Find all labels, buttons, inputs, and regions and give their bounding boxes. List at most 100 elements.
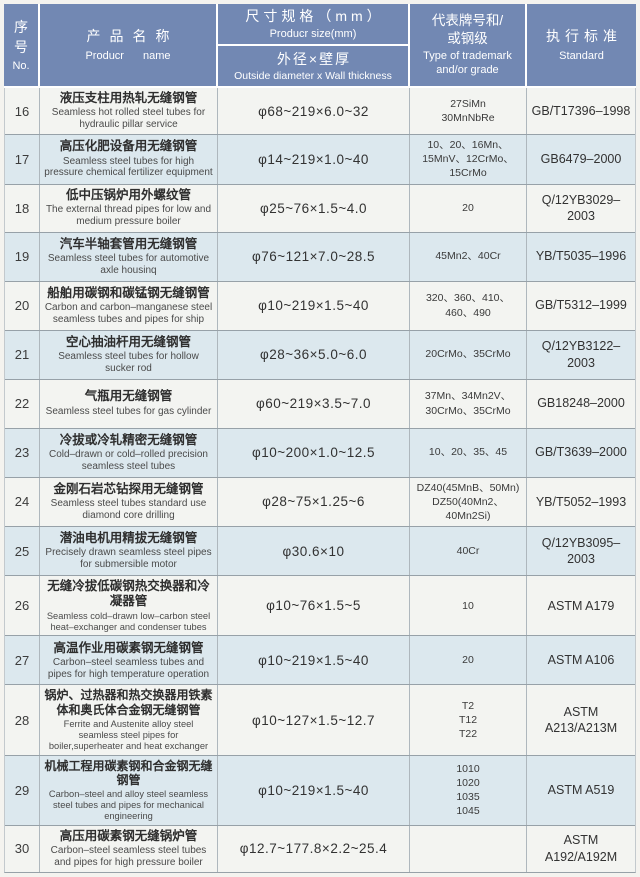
table-row: 30 高压用碳素钢无缝锅炉管 Carbon–steel seamless ste…: [5, 824, 635, 872]
grade-line: DZ40(45MnB、50Mn): [416, 481, 520, 494]
product-name-zh: 汽车半轴套管用无缝钢管: [59, 236, 198, 251]
standard-cell: ASTM A213/A213M: [544, 704, 618, 736]
product-name-zh: 高压化肥设备用无缝钢管: [59, 139, 198, 154]
grade-cell: 20CrMo、35CrMo: [410, 330, 527, 379]
product-name-cell: 空心抽油杆用无缝钢管 Seamless steel tubes for holl…: [40, 330, 218, 379]
table-row: 25 潜油电机用精拔无缝钢管 Precisely drawn seamless …: [5, 526, 635, 576]
grade-line: 30MnNbRe: [441, 112, 495, 124]
row-number: 22: [5, 379, 40, 428]
size-spec: φ30.6×10: [218, 527, 410, 576]
product-name-en: Seamless steel tubes for high pressure c…: [44, 155, 213, 179]
standard-cell: ASTM A106: [547, 653, 615, 668]
size-spec: φ12.7~177.8×2.2~25.4: [218, 825, 410, 872]
product-name-en: Seamless steel tubes for hollow sucker r…: [58, 350, 199, 374]
table-body: 16 液压支柱用热轧无缝钢管 Seamless hot rolled steel…: [4, 88, 636, 873]
product-name-cell: 机械工程用碳素钢和合金钢无缝钢管 Carbon–steel and alloy …: [40, 755, 218, 825]
standard-cell: YB/T5035–1996: [535, 249, 627, 264]
grade-line: 1035: [456, 791, 480, 804]
grade-line: 20CrMo、35CrMo: [425, 348, 511, 361]
row-number: 30: [5, 825, 40, 872]
product-name-en: Precisely drawn seamless steel pipes for…: [45, 547, 212, 571]
grade-line: 20: [462, 654, 474, 667]
row-number: 24: [5, 477, 40, 527]
grade-line: T12: [458, 713, 478, 726]
product-name-cell: 潜油电机用精拔无缝钢管 Precisely drawn seamless ste…: [40, 527, 218, 576]
grade-line: 15MnV、12CrMo、: [422, 153, 514, 166]
table-row: 26 无缝冷拔低碳钢热交换器和冷凝器管 Seamless cold–drawn …: [5, 575, 635, 636]
grade-line: 40Cr: [456, 544, 480, 557]
product-name-zh: 高压用碳素钢无缝锅炉管: [59, 828, 198, 843]
grade-line: 45Mn2、40Cr: [435, 250, 501, 263]
header-name-en: Producr name: [85, 50, 171, 62]
header-grade-zh-line2: 或钢级: [447, 30, 488, 46]
standard-cell: GB6479–2000: [540, 152, 622, 167]
grade-cell: T2 T12 T22: [410, 685, 527, 755]
standard-cell: Q/12YB3095–2003: [541, 535, 621, 567]
table-row: 29 机械工程用碳素钢和合金钢无缝钢管 Carbon–steel and all…: [5, 754, 635, 825]
grade-line: 10、20、35、45: [428, 446, 508, 459]
header-size-en: Producr size(mm): [269, 27, 357, 40]
standard-cell: GB18248–2000: [537, 396, 625, 411]
product-name-cell: 汽车半轴套管用无缝钢管 Seamless steel tubes for aut…: [40, 232, 218, 281]
row-number: 27: [5, 636, 40, 685]
product-name-en: Carbon–steel seamless tubes and pipes fo…: [47, 656, 210, 680]
grade-line: 10: [462, 599, 474, 612]
size-spec: φ10~76×1.5~5: [218, 576, 410, 636]
product-name-zh: 气瓶用无缝钢管: [84, 389, 173, 404]
size-spec: φ10~219×1.5~40: [218, 755, 410, 825]
product-name-cell: 高温作业用碳素钢无缝钢管 Carbon–steel seamless tubes…: [40, 636, 218, 685]
grade-cell: 27SiMn 30MnNbRe: [410, 88, 527, 134]
row-number: 20: [5, 281, 40, 330]
grade-line: 1010: [456, 762, 480, 775]
header-standard-en: Standard: [559, 49, 604, 62]
product-name-en: Carbon–steel seamless steel tubes and pi…: [50, 845, 207, 868]
standard-cell: ASTM A519: [547, 783, 615, 798]
grade-line: 1020: [456, 777, 480, 790]
table-row: 21 空心抽油杆用无缝钢管 Seamless steel tubes for h…: [5, 329, 635, 379]
size-spec: φ25~76×1.5~4.0: [218, 184, 410, 232]
header-size-sub-zh: 外径×壁厚: [276, 50, 352, 67]
product-name-zh: 无缝冷拔低碳钢热交换器和冷凝器管: [47, 579, 210, 609]
product-name-cell: 高压用碳素钢无缝锅炉管 Carbon–steel seamless steel …: [40, 825, 218, 872]
product-name-cell: 金刚石岩芯钻探用无缝钢管 Seamless steel tubes standa…: [40, 477, 218, 527]
product-name-cell: 冷拔或冷轧精密无缝钢管 Cold–drawn or cold–rolled pr…: [40, 428, 218, 477]
grade-line: 30CrMo、35CrMo: [425, 404, 511, 417]
header-col-no: 序号 No.: [4, 4, 40, 86]
grade-cell: 10、20、16Mn、 15MnV、12CrMo、 15CrMo: [410, 135, 527, 184]
grade-line: 20: [462, 201, 474, 214]
header-grade-zh: 代表牌号和/ 或钢级: [432, 12, 503, 47]
row-number: 23: [5, 428, 40, 477]
grade-cell: 10: [410, 576, 527, 636]
table-row: 22 气瓶用无缝钢管 Seamless steel tubes for gas …: [5, 378, 635, 428]
row-number: 18: [5, 184, 40, 232]
grade-cell: 45Mn2、40Cr: [410, 232, 527, 281]
grade-line: 320、360、410、: [425, 292, 511, 305]
product-name-cell: 无缝冷拔低碳钢热交换器和冷凝器管 Seamless cold–drawn low…: [40, 576, 218, 636]
standard-cell: ASTM A179: [547, 598, 615, 613]
product-name-cell: 气瓶用无缝钢管 Seamless steel tubes for gas cyl…: [40, 379, 218, 428]
size-spec: φ76~121×7.0~28.5: [218, 232, 410, 281]
product-name-zh: 金刚石岩芯钻探用无缝钢管: [53, 481, 204, 496]
product-name-zh: 空心抽油杆用无缝钢管: [65, 334, 191, 349]
standard-cell: ASTM A192/A192M: [544, 833, 618, 864]
product-spec-table: 序号 No. 产品名称 Producr name 尺寸规格（mm） Produc…: [4, 4, 636, 873]
grade-line: 460、490: [445, 306, 491, 319]
row-number: 16: [5, 88, 40, 134]
product-name-cell: 锅炉、过热器和热交换器用铁素体和奥氏体合金钢无缝钢管 Ferrite and A…: [40, 685, 218, 755]
header-name-zh: 产品名称: [86, 27, 179, 44]
product-name-cell: 高压化肥设备用无缝钢管 Seamless steel tubes for hig…: [40, 135, 218, 184]
product-name-cell: 船舶用碳钢和碳锰钢无缝钢管 Carbon and carbon–manganes…: [40, 281, 218, 330]
table-row: 16 液压支柱用热轧无缝钢管 Seamless hot rolled steel…: [5, 88, 635, 134]
header-col-standard: 执行标准 Standard: [527, 4, 636, 86]
header-grade-en-line2: and/or grade: [436, 64, 499, 77]
header-grade-en-line1: Type of trademark: [423, 50, 512, 63]
table-row: 18 低中压锅炉用外螺纹管 The external thread pipes …: [5, 183, 635, 232]
product-name-zh: 冷拔或冷轧精密无缝钢管: [59, 432, 198, 447]
grade-cell: 10、20、35、45: [410, 428, 527, 477]
grade-cell: 37Mn、34Mn2V、 30CrMo、35CrMo: [410, 379, 527, 428]
header-no-en: No.: [12, 59, 30, 72]
header-col-grade: 代表牌号和/ 或钢级 Type of trademark and/or grad…: [410, 4, 527, 86]
product-name-zh: 潜油电机用精拔无缝钢管: [59, 531, 198, 546]
product-name-zh: 船舶用碳钢和碳锰钢无缝钢管: [47, 285, 210, 300]
size-spec: φ14~219×1.0~40: [218, 135, 410, 184]
